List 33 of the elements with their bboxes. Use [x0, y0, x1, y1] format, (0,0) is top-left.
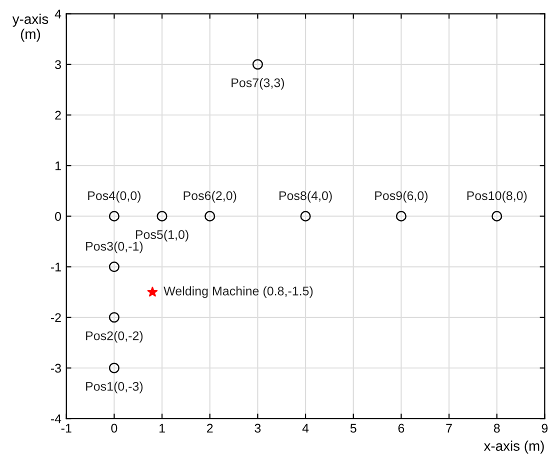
- annotation: Pos1(0,-3): [86, 382, 143, 394]
- x-tick-label: 0: [111, 424, 118, 433]
- annotation: Pos9(6,0): [375, 190, 428, 203]
- y-tick-label: 1: [56, 162, 61, 170]
- y-tick-label: -3: [50, 364, 61, 373]
- x-tick-label: 6: [398, 424, 404, 433]
- x-tick-label: 7: [446, 424, 452, 433]
- annotation: Pos5(1,0): [136, 230, 188, 242]
- y-tick-label: 2: [55, 110, 61, 120]
- annotation: Pos7(3,3): [232, 78, 284, 90]
- y-tick-label: 4: [54, 10, 62, 18]
- y-tick-label: -1: [50, 262, 61, 272]
- annotation: Pos2(0,-2): [86, 331, 143, 343]
- annotation: Pos10(8,0): [467, 190, 527, 203]
- y-axis-title: y-axis (m): [12, 14, 48, 42]
- x-tick-label: 8: [494, 424, 500, 433]
- x-tick-label: -1: [61, 424, 72, 433]
- y-tick-label: -4: [50, 414, 62, 424]
- x-tick-label: 5: [350, 424, 356, 433]
- annotation: Pos8(4,0): [279, 190, 332, 203]
- x-tick-label: 9: [542, 424, 548, 433]
- x-tick-label: 4: [302, 424, 309, 433]
- y-tick-label: -2: [50, 313, 61, 322]
- x-tick-label: 1: [160, 424, 165, 433]
- y-tick-label: 3: [55, 60, 61, 70]
- annotation: Pos3(0,-1): [86, 242, 143, 254]
- x-axis-title: x-axis (m): [484, 440, 544, 454]
- annotation: Pos6(2,0): [184, 190, 236, 203]
- x-tick-label: 2: [207, 424, 213, 433]
- x-tick-label: 3: [254, 424, 261, 433]
- annotation: Welding Machine (0.8,-1.5): [164, 286, 313, 298]
- annotation: Pos4(0,0): [88, 190, 141, 203]
- y-tick-label: 0: [55, 212, 62, 221]
